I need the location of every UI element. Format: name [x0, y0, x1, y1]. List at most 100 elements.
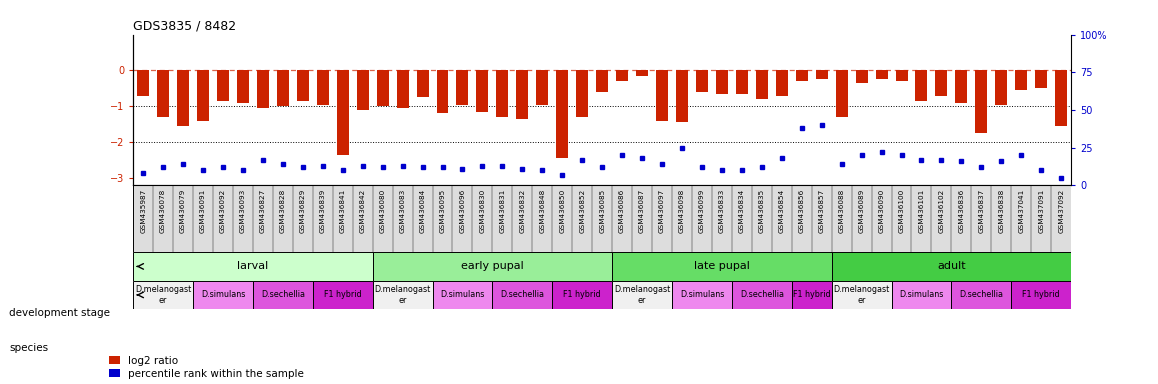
Bar — [831, 252, 1071, 281]
Bar — [936, 70, 947, 96]
Bar — [955, 70, 967, 103]
Text: GSM436092: GSM436092 — [220, 189, 226, 233]
Text: GSM436850: GSM436850 — [559, 189, 565, 233]
Bar — [996, 70, 1007, 104]
Bar — [1035, 70, 1047, 88]
Bar — [952, 281, 1011, 309]
Text: adult: adult — [937, 262, 966, 271]
Text: GSM436091: GSM436091 — [200, 189, 206, 233]
Bar — [672, 281, 732, 309]
Text: late pupal: late pupal — [694, 262, 750, 271]
Bar — [492, 281, 552, 309]
Bar — [456, 70, 469, 104]
Text: GSM436088: GSM436088 — [838, 189, 844, 233]
Text: GSM436079: GSM436079 — [179, 189, 186, 233]
Text: GSM437091: GSM437091 — [1039, 189, 1045, 233]
Bar — [376, 70, 389, 106]
Bar — [197, 70, 208, 121]
Text: F1 hybrid: F1 hybrid — [564, 290, 601, 300]
Text: GSM436834: GSM436834 — [739, 189, 745, 233]
Bar — [676, 70, 688, 122]
Text: early pupal: early pupal — [461, 262, 523, 271]
Text: F1 hybrid: F1 hybrid — [1023, 290, 1060, 300]
Text: D.simulans: D.simulans — [900, 290, 944, 300]
Text: GSM436078: GSM436078 — [160, 189, 166, 233]
Bar — [217, 70, 229, 101]
Text: GSM436836: GSM436836 — [959, 189, 965, 233]
Text: GSM436085: GSM436085 — [599, 189, 606, 233]
Bar — [1011, 281, 1071, 309]
Bar — [716, 70, 728, 94]
Text: GSM436856: GSM436856 — [799, 189, 805, 233]
Text: D.melanogast
er: D.melanogast er — [614, 285, 670, 305]
Bar — [313, 281, 373, 309]
Bar — [497, 70, 508, 117]
Text: GSM436086: GSM436086 — [620, 189, 625, 233]
Bar — [177, 70, 189, 126]
Bar — [157, 70, 169, 117]
Text: GSM436098: GSM436098 — [679, 189, 686, 233]
Text: D.simulans: D.simulans — [440, 290, 485, 300]
Text: D.melanogast
er: D.melanogast er — [135, 285, 191, 305]
Bar — [696, 70, 708, 92]
Bar — [137, 70, 149, 96]
Text: D.sechellia: D.sechellia — [740, 290, 784, 300]
Bar — [373, 281, 433, 309]
Bar — [975, 70, 988, 133]
Bar — [433, 281, 492, 309]
Bar — [657, 70, 668, 121]
Bar — [133, 252, 373, 281]
Text: GSM435987: GSM435987 — [140, 189, 146, 233]
Text: GSM436087: GSM436087 — [639, 189, 645, 233]
Text: D.simulans: D.simulans — [200, 290, 245, 300]
Text: GSM436852: GSM436852 — [579, 189, 585, 233]
Bar — [856, 70, 867, 83]
Bar — [735, 70, 748, 94]
Text: GSM436102: GSM436102 — [938, 189, 945, 233]
Text: F1 hybrid: F1 hybrid — [793, 290, 830, 300]
Bar — [577, 70, 588, 117]
Text: species: species — [9, 343, 49, 353]
Bar — [916, 70, 928, 101]
Text: GSM436835: GSM436835 — [758, 189, 764, 233]
Bar — [437, 70, 448, 114]
Bar — [1016, 70, 1027, 90]
Bar — [596, 70, 608, 92]
Bar — [613, 252, 831, 281]
Bar — [516, 70, 528, 119]
Text: GSM436838: GSM436838 — [998, 189, 1004, 233]
Bar — [552, 281, 613, 309]
Text: GSM436097: GSM436097 — [659, 189, 665, 233]
Legend: log2 ratio, percentile rank within the sample: log2 ratio, percentile rank within the s… — [109, 356, 305, 379]
Text: GSM436829: GSM436829 — [300, 189, 306, 233]
Bar — [1055, 70, 1068, 126]
Bar — [257, 70, 269, 108]
Bar — [796, 70, 808, 81]
Text: GSM436841: GSM436841 — [339, 189, 346, 233]
Bar — [417, 70, 428, 97]
Text: GSM436837: GSM436837 — [979, 189, 984, 233]
Bar — [776, 70, 787, 96]
Bar — [337, 70, 349, 155]
Text: D.sechellia: D.sechellia — [500, 290, 544, 300]
Text: GSM436827: GSM436827 — [259, 189, 266, 233]
Text: D.simulans: D.simulans — [680, 290, 724, 300]
Text: GSM436100: GSM436100 — [899, 189, 904, 233]
Text: GSM436832: GSM436832 — [519, 189, 526, 233]
Text: D.sechellia: D.sechellia — [261, 290, 305, 300]
Bar — [317, 70, 329, 104]
Bar — [616, 70, 628, 81]
Text: GSM436842: GSM436842 — [360, 189, 366, 233]
Bar — [836, 70, 848, 117]
Bar — [831, 281, 892, 309]
Text: GSM436096: GSM436096 — [460, 189, 466, 233]
Text: GSM436090: GSM436090 — [879, 189, 885, 233]
Text: GSM436083: GSM436083 — [400, 189, 405, 233]
Bar — [193, 281, 252, 309]
Bar — [895, 70, 908, 81]
Bar — [237, 70, 249, 103]
Text: D.melanogast
er: D.melanogast er — [834, 285, 889, 305]
Bar — [373, 252, 613, 281]
Text: GSM436101: GSM436101 — [918, 189, 924, 233]
Bar — [133, 281, 193, 309]
